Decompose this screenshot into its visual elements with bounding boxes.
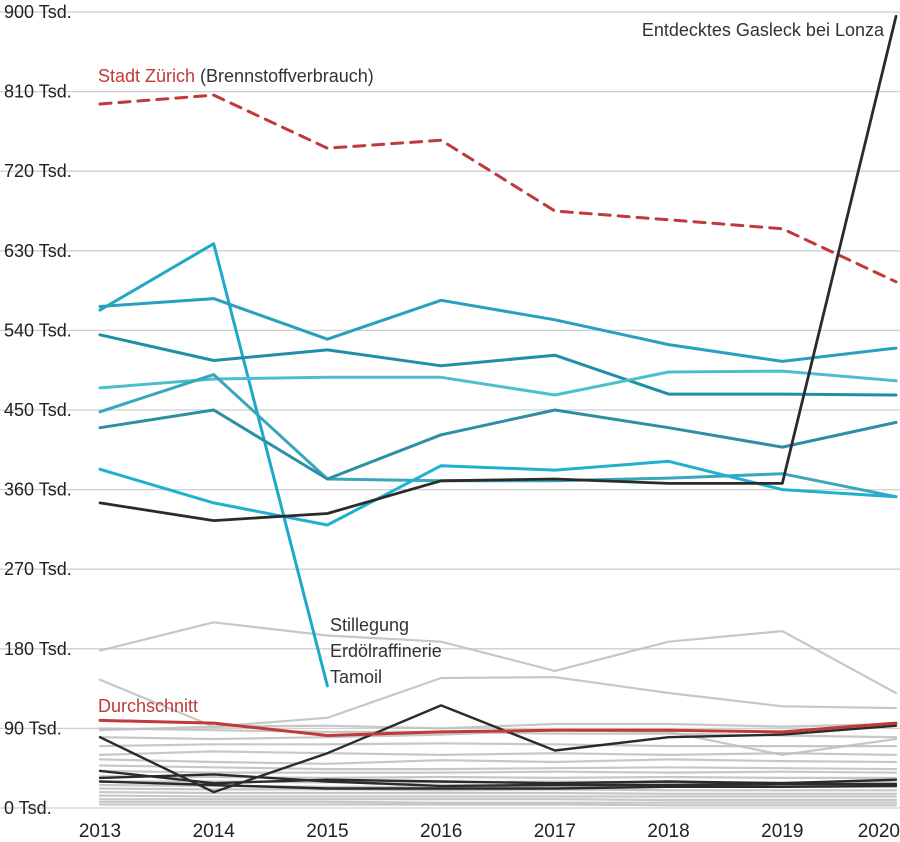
tamoil-annotation-line3: Tamoil <box>330 667 382 687</box>
series-line-grau-11 <box>98 775 898 780</box>
series-line-grau-8 <box>98 758 898 765</box>
series-line-teal-b <box>98 333 898 397</box>
series-line-grau-14 <box>98 787 898 792</box>
teal-series-group <box>98 242 898 688</box>
series-line-teal-e <box>98 408 898 481</box>
lonza-annotation: Entdecktes Gasleck bei Lonza <box>642 20 885 40</box>
x-axis-ticks: 2013 2014 2015 2016 2017 2018 2019 2020 <box>79 821 900 842</box>
tamoil-annotation-line1: Stillegung <box>330 615 409 635</box>
x-tick-label-2020: 2020 <box>858 821 900 842</box>
y-tick-label: 810 Tsd. <box>4 82 72 102</box>
y-tick-label: 270 Tsd. <box>4 559 72 579</box>
y-tick-label: 0 Tsd. <box>4 798 52 818</box>
y-tick-label: 180 Tsd. <box>4 639 72 659</box>
x-tick-label-2017: 2017 <box>534 821 576 842</box>
y-tick-label: 900 Tsd. <box>4 2 72 22</box>
y-tick-label: 720 Tsd. <box>4 161 72 181</box>
series-line-grau-1 <box>98 621 898 695</box>
y-tick-label: 90 Tsd. <box>4 718 62 738</box>
x-tick-label-2013: 2013 <box>79 821 121 842</box>
x-tick-label-2019: 2019 <box>761 821 803 842</box>
series-line-grau-18 <box>98 800 898 804</box>
series-line-grau-17 <box>98 798 898 802</box>
series-line-stadt-zurich-brennstoffverbrauch <box>98 93 898 284</box>
series-line-grau-6 <box>98 742 898 748</box>
x-tick-label-2016: 2016 <box>420 821 462 842</box>
y-tick-label: 360 Tsd. <box>4 480 72 500</box>
series-line-grau-7 <box>98 750 898 757</box>
series-line-dunkel-1 <box>98 704 898 794</box>
series-line-durchschnitt <box>98 718 898 737</box>
series-line-dunkel-3 <box>98 773 898 788</box>
y-axis-ticks: 0 Tsd. 90 Tsd. 180 Tsd. 270 Tsd. 360 Tsd. 450… <box>4 2 72 818</box>
series-line-entdecktes-gasleck-bei-lonza <box>98 14 898 522</box>
series-line-teal-c <box>98 369 898 397</box>
series-line-teal-f <box>98 459 898 527</box>
average-annotation: Durchschnitt <box>98 696 198 716</box>
series-line-teal-a <box>98 297 898 363</box>
series-line-grau-19 <box>98 803 898 807</box>
series-line-grau-2 <box>98 675 898 728</box>
x-tick-label-2014: 2014 <box>193 821 236 842</box>
y-tick-label: 630 Tsd. <box>4 241 72 261</box>
tamoil-annotation-line2: Erdölraffinerie <box>330 641 442 661</box>
series-line-grau-16 <box>98 794 898 798</box>
series-line-stillegung-erdolraffinerie-tamoil <box>98 242 329 688</box>
highlight-series-group <box>98 14 898 737</box>
series-line-grau-15 <box>98 790 898 795</box>
x-tick-label-2018: 2018 <box>647 821 689 842</box>
x-tick-label-2015: 2015 <box>306 821 348 842</box>
zurich-annotation: Stadt Zürich (Brennstoffverbrauch) <box>98 66 374 86</box>
zurich-label: Stadt Zürich <box>98 66 195 86</box>
dark-series-group <box>98 704 898 794</box>
series-line-dunkel-2 <box>98 769 898 785</box>
y-tick-label: 450 Tsd. <box>4 400 72 420</box>
y-tick-label: 540 Tsd. <box>4 320 72 340</box>
series-line-grau-9 <box>98 764 898 771</box>
zurich-label-suffix: (Brennstoffverbrauch) <box>195 66 374 86</box>
series-line-grau-10 <box>98 769 898 774</box>
series-line-dunkel-4 <box>98 780 898 790</box>
gridlines <box>0 11 900 809</box>
grey-series-group <box>98 621 898 807</box>
